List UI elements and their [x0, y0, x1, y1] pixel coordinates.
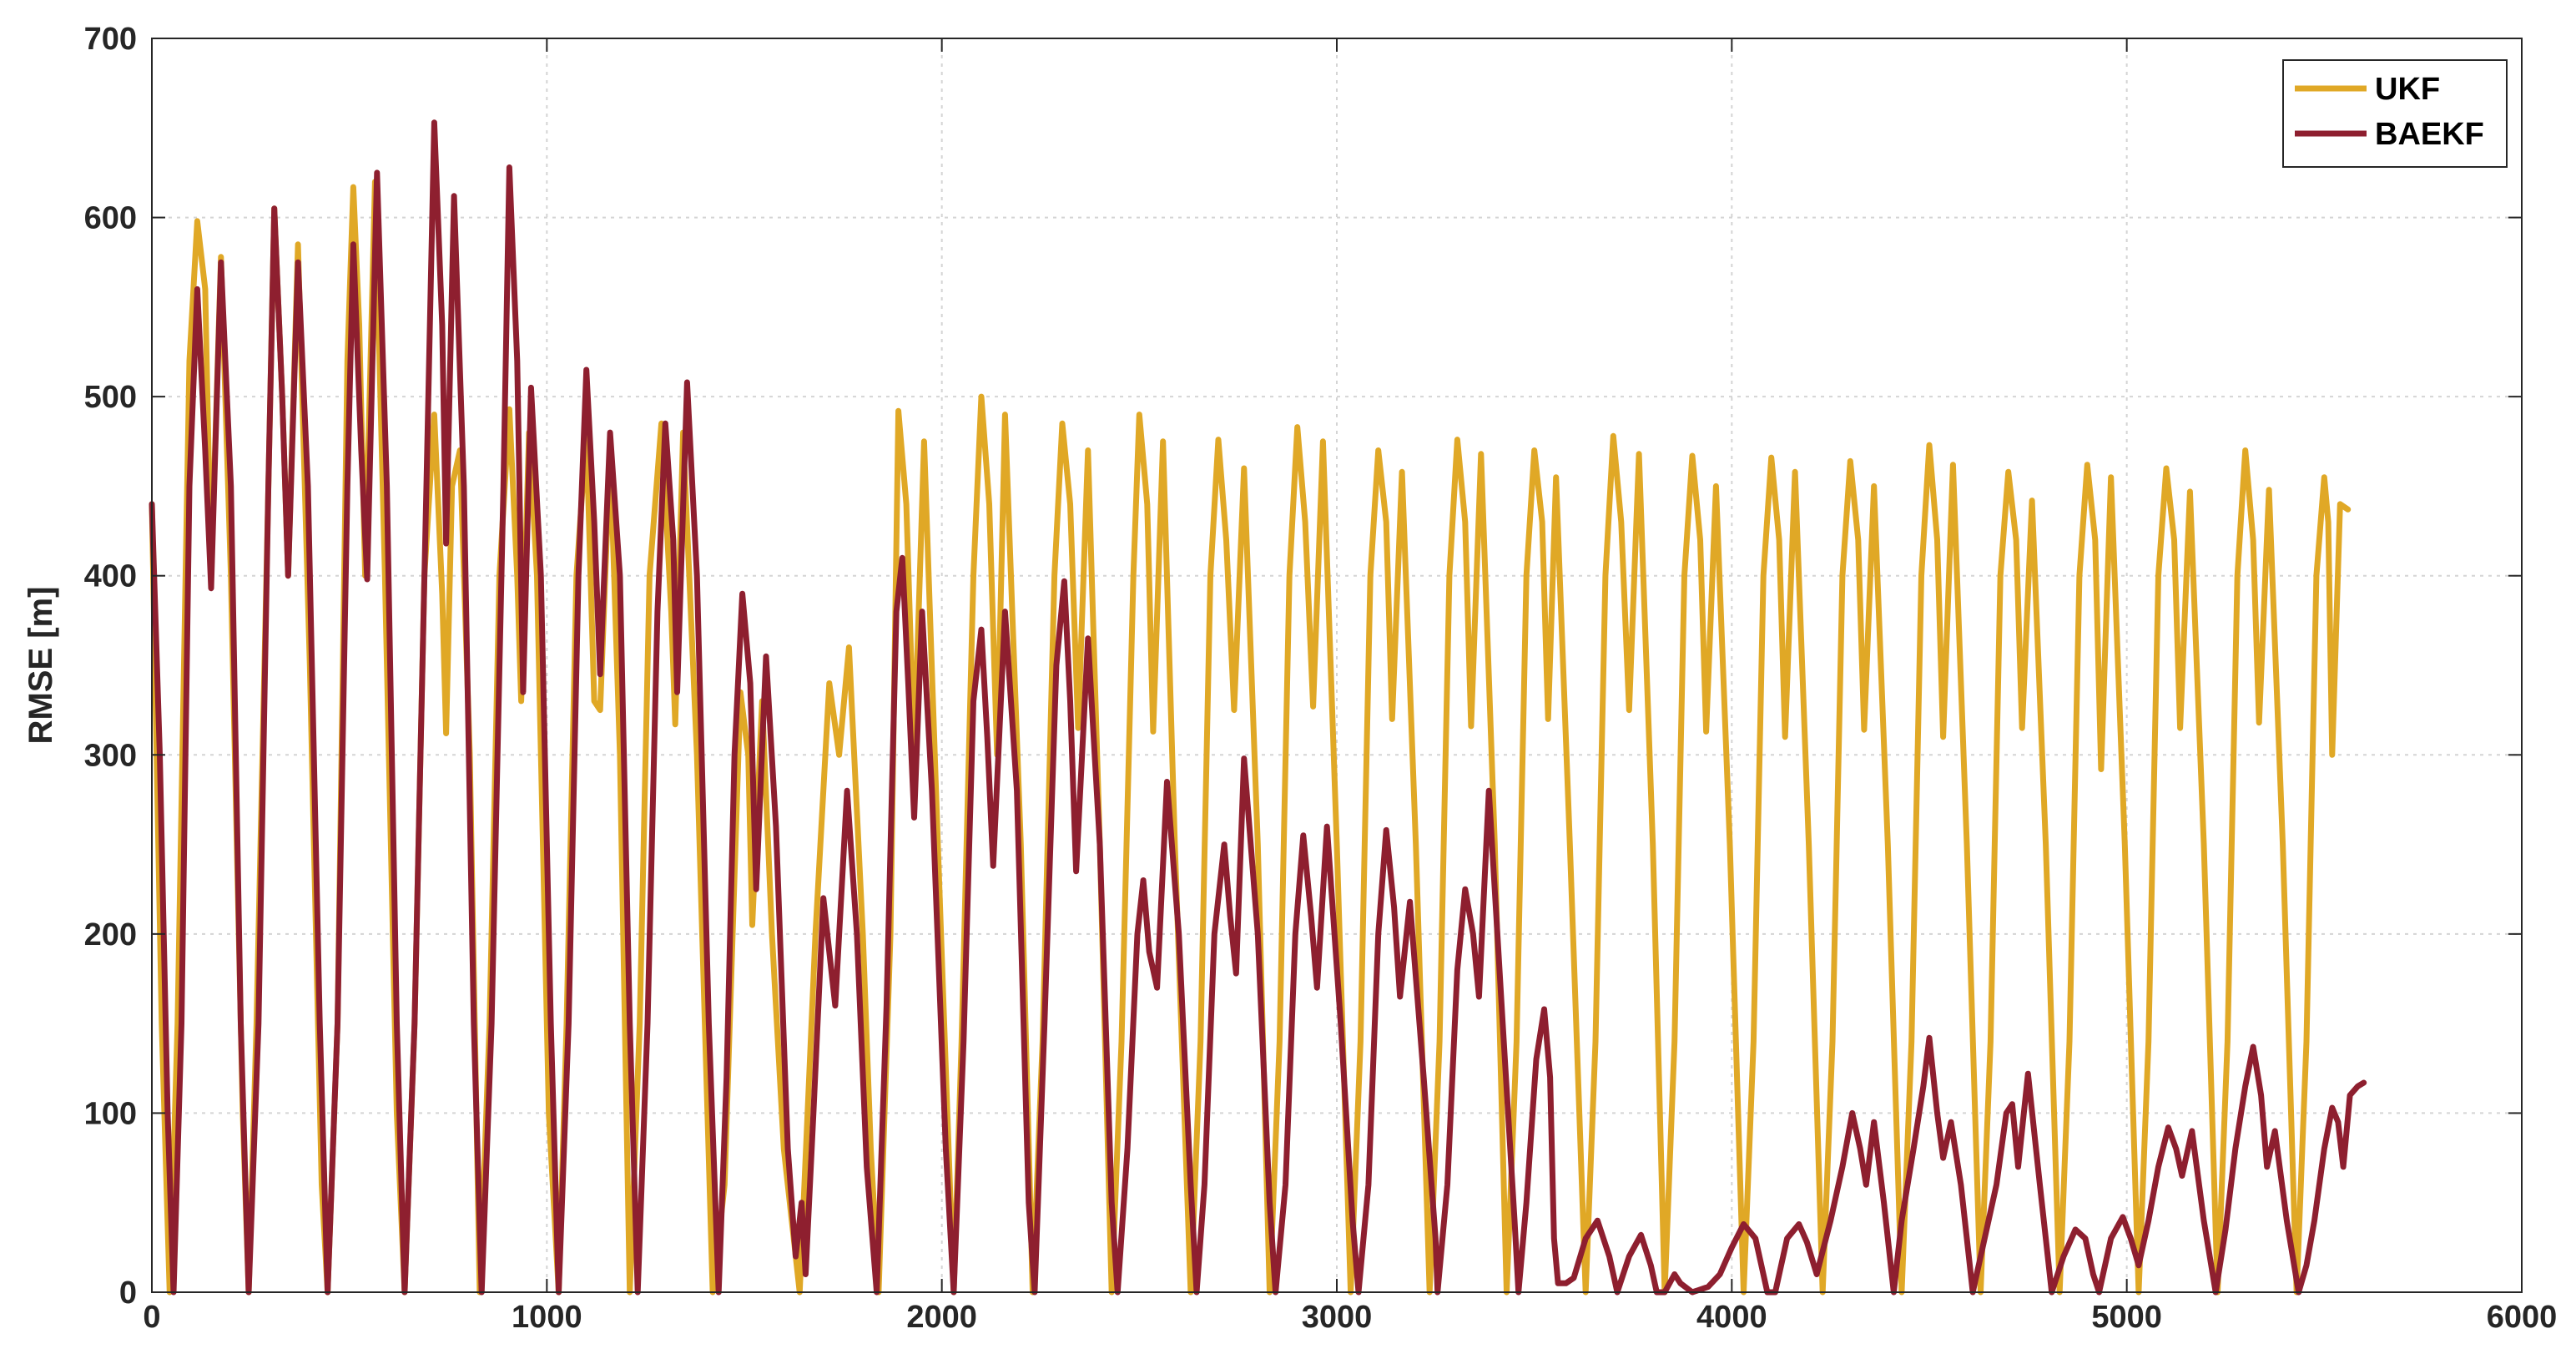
y-tick-label: 700: [84, 22, 137, 57]
x-tick-label: 4000: [1696, 1300, 1767, 1335]
series-line-baekf: [149, 119, 2367, 1296]
axis-tick-labels: 0 1000 2000 3000 4000 5000 6000 0 100 200 300 400 50…: [84, 22, 2558, 1335]
legend-label-ukf: UKF: [2375, 72, 2440, 107]
legend-label-baekf: BAEKF: [2375, 117, 2484, 152]
x-tick-label: 1000: [512, 1300, 582, 1335]
y-tick-label: 600: [84, 201, 137, 236]
legend-box: [2282, 59, 2508, 168]
y-tick-label: 400: [84, 559, 137, 594]
x-tick-label: 5000: [2091, 1300, 2162, 1335]
axis-ticks: [151, 38, 2523, 1293]
y-tick-label: 200: [84, 917, 137, 952]
x-tick-label: 6000: [2487, 1300, 2558, 1335]
legend: UKF BAEKF: [2282, 59, 2508, 168]
y-axis-label: RMSE [m]: [23, 587, 59, 745]
y-tick-label: 0: [119, 1276, 137, 1311]
y-tick-label: 100: [84, 1096, 137, 1131]
x-tick-label: 2000: [906, 1300, 977, 1335]
x-tick-label: 3000: [1302, 1300, 1373, 1335]
x-tick-label: 0: [143, 1300, 160, 1335]
y-tick-label: 300: [84, 738, 137, 773]
y-tick-label: 500: [84, 380, 137, 415]
